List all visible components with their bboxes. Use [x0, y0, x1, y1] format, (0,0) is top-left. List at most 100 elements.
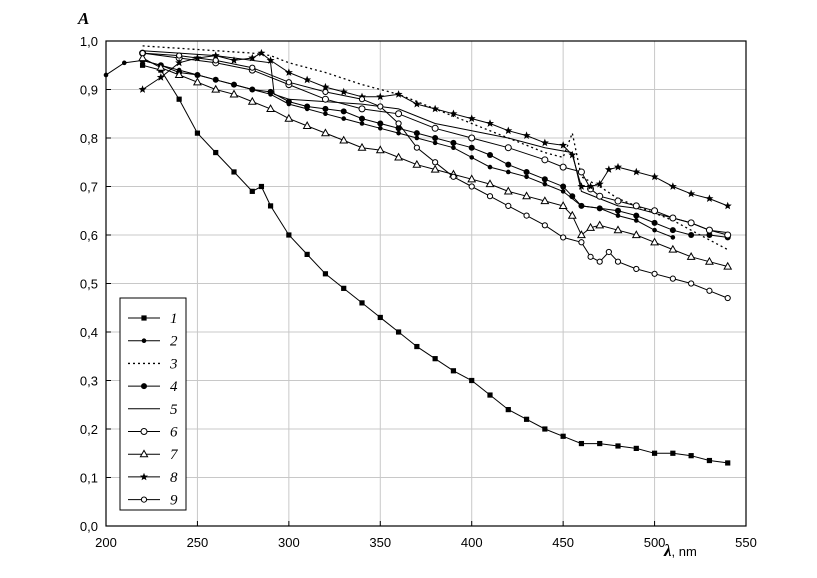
- series-9: [139, 50, 731, 302]
- data-point: [395, 120, 402, 127]
- legend-label: 6: [170, 425, 178, 441]
- legend-label: 2: [170, 334, 178, 350]
- data-point: [432, 356, 438, 362]
- data-point: [267, 88, 274, 95]
- data-point: [596, 205, 603, 212]
- data-point: [486, 119, 494, 127]
- data-point: [375, 145, 385, 154]
- data-point: [303, 75, 312, 84]
- data-point: [156, 73, 165, 81]
- data-point: [284, 68, 293, 76]
- series-line-5: [142, 50, 728, 234]
- data-point: [175, 58, 184, 67]
- data-point: [567, 210, 577, 219]
- data-point: [522, 191, 532, 200]
- data-point: [597, 440, 603, 447]
- data-point: [395, 125, 402, 132]
- data-point: [212, 76, 219, 83]
- data-point: [358, 105, 366, 113]
- data-point: [394, 90, 403, 98]
- data-point: [396, 130, 401, 136]
- data-point: [339, 87, 348, 96]
- data-point: [651, 219, 658, 226]
- data-point: [615, 213, 621, 218]
- legend-entry-8: 8: [128, 470, 178, 486]
- legend-entry-6: 6: [128, 425, 178, 441]
- data-point: [468, 134, 476, 142]
- data-point: [559, 163, 567, 171]
- legend-label: 7: [170, 447, 179, 463]
- data-point: [322, 88, 329, 96]
- data-point: [633, 445, 639, 451]
- data-point: [686, 252, 696, 260]
- x-axis-title: λ, nm: [663, 541, 697, 560]
- y-tick-label: 0,7: [80, 180, 98, 195]
- data-point: [249, 86, 256, 93]
- legend-entry-4: 4: [128, 379, 178, 395]
- data-point: [613, 225, 623, 234]
- data-point: [321, 82, 330, 91]
- data-point: [211, 84, 221, 93]
- data-point: [723, 201, 732, 210]
- legend-entry-9: 9: [128, 493, 178, 509]
- data-point: [430, 164, 440, 173]
- data-point: [321, 95, 329, 103]
- data-point: [139, 62, 146, 68]
- data-point: [668, 244, 678, 253]
- data-point: [358, 96, 366, 103]
- series-4: [139, 57, 731, 241]
- series-7: [138, 53, 733, 270]
- data-point: [413, 144, 420, 151]
- data-point: [614, 258, 622, 265]
- data-point: [568, 150, 577, 159]
- data-point: [706, 457, 713, 464]
- data-point: [194, 71, 201, 78]
- data-point: [487, 164, 493, 170]
- data-point: [359, 115, 365, 122]
- data-point: [376, 92, 385, 101]
- data-point: [560, 183, 567, 190]
- data-point: [595, 179, 604, 188]
- series-layer: [103, 45, 733, 466]
- data-point: [505, 407, 511, 413]
- data-point: [340, 108, 347, 115]
- data-point: [504, 126, 513, 135]
- data-point: [688, 453, 694, 459]
- data-point: [432, 159, 439, 166]
- x-tick-label: 400: [461, 535, 483, 550]
- data-point: [212, 57, 219, 64]
- data-point: [523, 416, 530, 422]
- data-point: [723, 261, 733, 270]
- data-point: [467, 174, 477, 183]
- data-point: [192, 77, 202, 86]
- data-point: [577, 182, 586, 190]
- data-point: [688, 280, 695, 287]
- data-point: [587, 253, 594, 260]
- data-point: [669, 227, 676, 234]
- series-line-3: [142, 45, 729, 251]
- legend-box: [119, 297, 187, 511]
- legend-entry-3: 3: [128, 356, 178, 372]
- legend-marker: [141, 338, 147, 344]
- data-point: [560, 189, 566, 194]
- y-tick-label: 0,3: [80, 374, 98, 389]
- data-point: [413, 130, 420, 137]
- data-point: [605, 248, 612, 256]
- data-point: [485, 179, 495, 188]
- data-point: [266, 104, 276, 112]
- data-point: [258, 183, 265, 190]
- data-point: [431, 104, 440, 113]
- data-point: [450, 139, 457, 146]
- data-point: [304, 251, 310, 257]
- data-point: [724, 294, 731, 302]
- data-point: [377, 126, 383, 131]
- data-point: [431, 124, 439, 132]
- data-point: [505, 202, 512, 209]
- data-point: [395, 110, 403, 118]
- data-point: [176, 52, 183, 59]
- x-tick-label: 350: [369, 535, 391, 550]
- data-point: [725, 460, 731, 466]
- data-point: [705, 194, 714, 203]
- tick-labels: 200 250 300 350 400 450 500 550 0,0 0,1 0,2 0,3 0,4 0…: [80, 34, 757, 550]
- x-tick-label: 300: [278, 535, 300, 550]
